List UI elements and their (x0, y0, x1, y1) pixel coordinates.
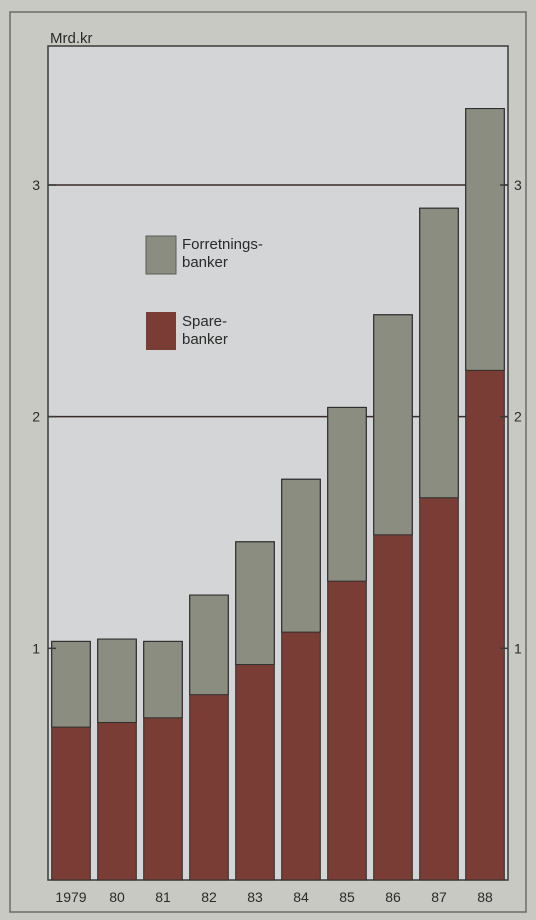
bar-forretningsbanker-81 (143, 640, 183, 719)
y-tick-label-right-2: 2 (514, 409, 522, 425)
legend-label-forretningsbanker: Forretnings- banker (182, 236, 267, 271)
legend: Forretnings- banker Spare- banker (145, 235, 267, 350)
bar-sparebanker-85 (327, 581, 367, 880)
y-axis-unit-label: Mrd.kr (50, 30, 93, 47)
bar-outline-81 (143, 640, 183, 881)
bar-outline-82 (189, 594, 229, 881)
x-axis-ticks: 1979 80 81 82 83 84 85 86 87 88 (55, 889, 493, 905)
y-tick-label-right-3: 3 (514, 177, 522, 193)
legend-swatch-forretningsbanker (145, 235, 177, 275)
bar-sparebanker-87 (419, 497, 459, 880)
bar-forretningsbanker-80 (97, 638, 137, 723)
bar-outline-85 (327, 406, 367, 881)
bar-outline-84 (281, 478, 321, 881)
x-tick-label-82: 82 (201, 889, 217, 905)
y-tick-label-left-1: 1 (32, 640, 40, 656)
bar-sparebanker-82 (189, 694, 229, 880)
y-tick-label-right-1: 1 (514, 640, 522, 656)
bar-forretningsbanker-82 (189, 594, 229, 696)
bar-forretningsbanker-86 (373, 314, 413, 536)
bar-sparebanker-83 (235, 664, 275, 880)
y-tick-label-left-3: 3 (32, 177, 40, 193)
bar-forretningsbanker-84 (281, 478, 321, 633)
x-tick-label-86: 86 (385, 889, 401, 905)
y-tick-label-left-2: 2 (32, 409, 40, 425)
bar-outline-86 (373, 314, 413, 881)
legend-swatch-sparebanker (146, 312, 176, 350)
bar-forretningsbanker-88 (465, 108, 505, 371)
bar-sparebanker-1979 (51, 727, 91, 880)
x-tick-label-84: 84 (293, 889, 309, 905)
legend-label-sparebanker: Spare- banker (182, 313, 231, 348)
bar-sparebanker-86 (373, 534, 413, 880)
bar-outline-1979 (51, 640, 91, 881)
bar-forretningsbanker-85 (327, 406, 367, 582)
x-tick-label-81: 81 (155, 889, 171, 905)
bar-sparebanker-81 (143, 717, 183, 880)
x-tick-label-1979: 1979 (55, 889, 86, 905)
bar-outline-83 (235, 541, 275, 881)
bar-sparebanker-88 (465, 370, 505, 880)
bar-forretningsbanker-83 (235, 541, 275, 666)
bar-outline-87 (419, 207, 459, 881)
bar-sparebanker-80 (97, 722, 137, 880)
bars (51, 108, 505, 881)
x-tick-label-88: 88 (477, 889, 493, 905)
bar-outline-88 (465, 108, 505, 881)
x-tick-label-87: 87 (431, 889, 447, 905)
bar-forretningsbanker-1979 (51, 640, 91, 728)
bar-outline-80 (97, 638, 137, 881)
bar-sparebanker-84 (281, 632, 321, 880)
outer-frame (9, 11, 527, 913)
x-tick-label-85: 85 (339, 889, 355, 905)
x-tick-label-83: 83 (247, 889, 263, 905)
x-tick-label-80: 80 (109, 889, 125, 905)
y-axis-ticks: 1 1 2 2 3 3 (32, 177, 522, 656)
bar-forretningsbanker-87 (419, 207, 459, 499)
